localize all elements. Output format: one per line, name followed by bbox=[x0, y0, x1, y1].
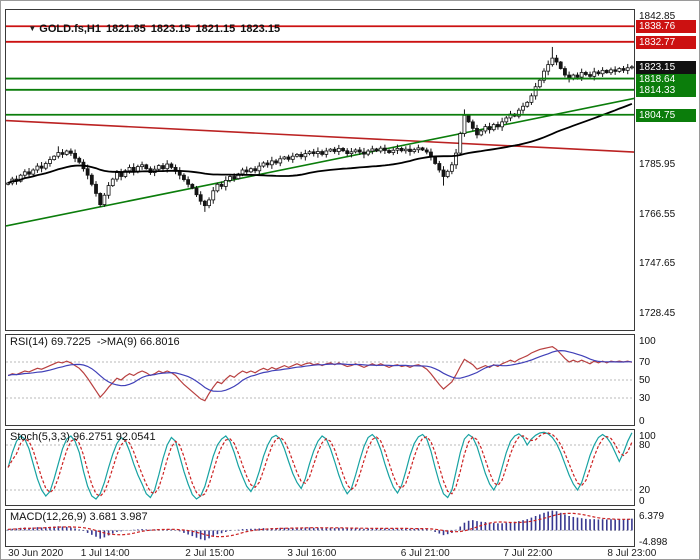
axis-label: 1747.65 bbox=[639, 258, 676, 270]
price-scale[interactable]: 1838.76 1832.77 1818.64 1814.33 1804.75 1842.… bbox=[636, 1, 699, 548]
axis-label: 1818.64 bbox=[636, 72, 696, 86]
axis-label: 100 bbox=[639, 431, 656, 442]
axis-label: 0 bbox=[639, 496, 645, 507]
axis-label: -4.898 bbox=[639, 537, 668, 548]
time-axis-label: 6 Jul 21:00 bbox=[400, 548, 450, 559]
symbol-dropdown-icon[interactable]: ▼ bbox=[28, 24, 37, 33]
axis-label: 1823.15 bbox=[636, 60, 696, 74]
axis-label: 1804.75 bbox=[636, 108, 696, 122]
macd-canvas[interactable] bbox=[6, 510, 634, 546]
rsi-canvas[interactable] bbox=[6, 335, 634, 425]
axis-label: 1832.77 bbox=[636, 35, 696, 49]
axis-label: 0 bbox=[639, 416, 645, 427]
axis-label: 80 bbox=[639, 440, 651, 451]
time-axis-label: 3 Jul 16:00 bbox=[287, 548, 337, 559]
main-chart-canvas[interactable] bbox=[6, 10, 634, 330]
axis-label: 20 bbox=[639, 485, 651, 496]
axis-label: 1785.95 bbox=[639, 158, 676, 170]
axis-label: 70 bbox=[639, 357, 651, 368]
time-axis[interactable]: 30 Jun 2020 1 Jul 14:00 2 Jul 15:00 3 Jul 1… bbox=[5, 547, 656, 559]
main-chart-pane: ▼ GOLD.fs,H1 1821.85 1823.15 1821.15 1823.15 bbox=[5, 9, 635, 331]
stoch-canvas[interactable] bbox=[6, 430, 634, 505]
time-axis-label: 2 Jul 15:00 bbox=[185, 548, 235, 559]
axis-label: 1814.33 bbox=[636, 83, 696, 97]
axis-label: 100 bbox=[639, 336, 656, 347]
rsi-pane: RSI(14) 69.7225 ->MA(9) 66.8016 bbox=[5, 334, 635, 426]
time-axis-label: 1 Jul 14:00 bbox=[80, 548, 130, 559]
time-axis-label: 8 Jul 23:00 bbox=[607, 548, 657, 559]
axis-label: 6.379 bbox=[639, 511, 665, 522]
axis-label: 1728.45 bbox=[639, 308, 676, 320]
time-axis-label: 30 Jun 2020 bbox=[8, 548, 64, 559]
axis-label: 1842.85 bbox=[639, 10, 676, 22]
stoch-pane: Stoch(5,3,3) 96.2751 92.0541 bbox=[5, 429, 635, 506]
axis-label: 50 bbox=[639, 375, 651, 386]
axis-label: 30 bbox=[639, 393, 651, 404]
axis-label: 1838.76 bbox=[636, 20, 696, 34]
axis-label: 1766.55 bbox=[639, 209, 676, 221]
macd-pane: MACD(12,26,9) 3.681 3.987 bbox=[5, 509, 635, 547]
time-axis-label: 7 Jul 22:00 bbox=[503, 548, 553, 559]
